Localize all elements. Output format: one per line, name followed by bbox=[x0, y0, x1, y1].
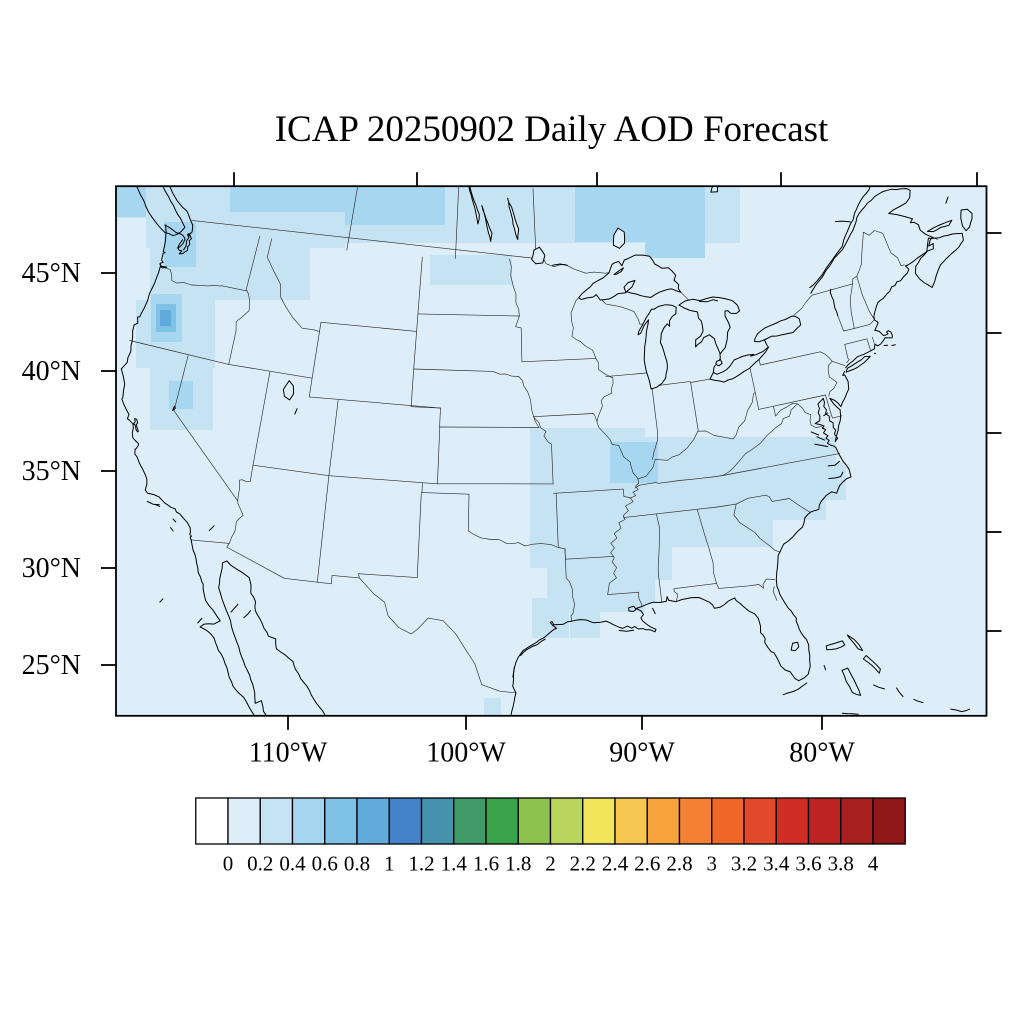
svg-text:90°W: 90°W bbox=[609, 738, 675, 769]
svg-text:1.2: 1.2 bbox=[408, 852, 434, 876]
svg-text:1.8: 1.8 bbox=[505, 852, 531, 876]
svg-text:2: 2 bbox=[545, 852, 556, 876]
svg-text:2.8: 2.8 bbox=[666, 852, 692, 876]
svg-text:30°N: 30°N bbox=[22, 553, 81, 584]
svg-text:45°N: 45°N bbox=[22, 258, 81, 289]
svg-text:3.4: 3.4 bbox=[763, 852, 790, 876]
svg-text:ICAP 20250902 Daily AOD Foreca: ICAP 20250902 Daily AOD Forecast bbox=[275, 109, 829, 150]
svg-text:3: 3 bbox=[707, 852, 718, 876]
svg-text:0: 0 bbox=[223, 852, 234, 876]
svg-text:80°W: 80°W bbox=[789, 738, 855, 769]
svg-text:2.4: 2.4 bbox=[602, 852, 629, 876]
svg-text:110°W: 110°W bbox=[249, 738, 328, 769]
svg-text:3.6: 3.6 bbox=[795, 852, 821, 876]
svg-text:3.2: 3.2 bbox=[731, 852, 757, 876]
svg-text:1: 1 bbox=[384, 852, 395, 876]
svg-text:2.6: 2.6 bbox=[634, 852, 660, 876]
svg-text:2.2: 2.2 bbox=[570, 852, 596, 876]
svg-text:0.4: 0.4 bbox=[279, 852, 306, 876]
svg-text:40°N: 40°N bbox=[22, 356, 81, 387]
svg-text:25°N: 25°N bbox=[22, 650, 81, 681]
svg-text:35°N: 35°N bbox=[22, 456, 81, 487]
svg-text:0.2: 0.2 bbox=[247, 852, 273, 876]
svg-text:100°W: 100°W bbox=[426, 738, 506, 769]
svg-text:1.4: 1.4 bbox=[441, 852, 468, 876]
svg-text:4: 4 bbox=[868, 852, 879, 876]
svg-text:0.8: 0.8 bbox=[344, 852, 370, 876]
svg-text:1.6: 1.6 bbox=[473, 852, 499, 876]
svg-text:0.6: 0.6 bbox=[312, 852, 338, 876]
svg-text:3.8: 3.8 bbox=[828, 852, 854, 876]
